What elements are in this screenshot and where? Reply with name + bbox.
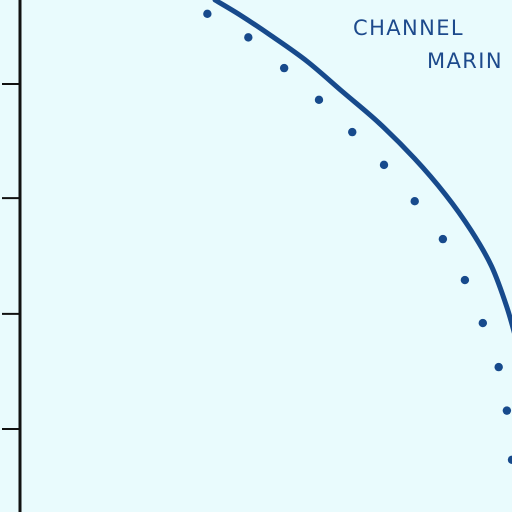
dotted-point-1 [244,33,253,42]
dotted-point-7 [438,234,448,244]
dotted-point-4 [348,127,357,137]
dotted-point-2 [279,63,289,73]
dotted-point-9 [478,318,488,328]
annotation-channel: CHANNEL [353,16,464,40]
dotted-point-6 [410,197,419,206]
dotted-point-0 [203,9,212,19]
series-dotted [203,9,512,464]
dotted-point-3 [314,95,324,105]
dotted-point-12 [507,455,512,464]
series-solid-line [212,0,512,334]
y-axis-ticks [2,82,20,431]
dotted-point-8 [460,275,470,285]
annotation-marin: MARIN [427,49,503,73]
dotted-point-10 [494,362,503,372]
dotted-point-11 [502,406,512,415]
dotted-point-5 [379,160,389,170]
